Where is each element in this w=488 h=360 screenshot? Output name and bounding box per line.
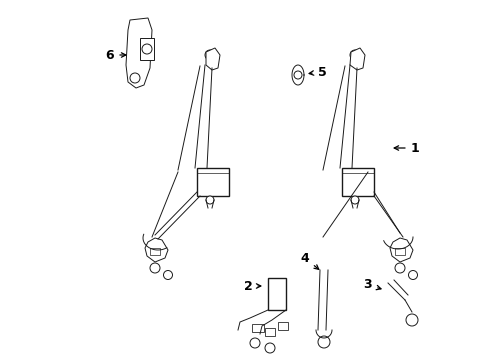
- Circle shape: [317, 336, 329, 348]
- Circle shape: [130, 73, 140, 83]
- Circle shape: [205, 196, 214, 204]
- Text: 6: 6: [105, 49, 125, 62]
- Bar: [341, 168, 373, 196]
- Text: 5: 5: [308, 66, 325, 78]
- Bar: [140, 38, 154, 60]
- Text: 3: 3: [363, 279, 380, 292]
- Circle shape: [293, 71, 302, 79]
- Circle shape: [249, 338, 260, 348]
- Bar: [264, 328, 274, 336]
- Circle shape: [407, 270, 417, 279]
- Polygon shape: [145, 238, 168, 262]
- Text: 2: 2: [243, 279, 260, 292]
- Polygon shape: [126, 18, 152, 88]
- Bar: [150, 248, 160, 255]
- Circle shape: [163, 270, 172, 279]
- Circle shape: [204, 50, 215, 60]
- Polygon shape: [389, 238, 412, 262]
- Circle shape: [405, 314, 417, 326]
- Polygon shape: [205, 48, 220, 70]
- Circle shape: [350, 196, 358, 204]
- Text: 1: 1: [393, 141, 419, 154]
- Circle shape: [150, 263, 160, 273]
- Circle shape: [349, 50, 359, 60]
- Text: 4: 4: [300, 252, 318, 269]
- Circle shape: [142, 44, 152, 54]
- Bar: [278, 322, 287, 330]
- Bar: [394, 248, 404, 255]
- Bar: [197, 168, 228, 196]
- Circle shape: [394, 263, 404, 273]
- Circle shape: [264, 343, 274, 353]
- Bar: [251, 324, 264, 332]
- Bar: [267, 278, 285, 310]
- Polygon shape: [349, 48, 364, 70]
